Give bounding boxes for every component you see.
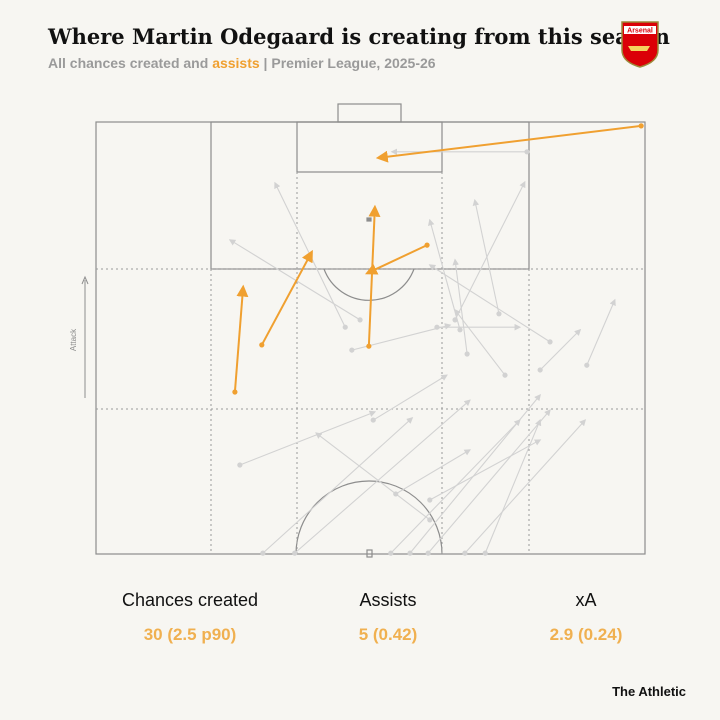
club-badge: Arsenal (621, 21, 659, 68)
stat: Chances created 30 (2.5 p90) (80, 590, 300, 645)
stat-value: 5 (0.42) (358, 625, 418, 644)
title: Where Martin Odegaard is creating from t… (48, 24, 670, 49)
assist-arrow (260, 249, 313, 346)
chance-origin (342, 324, 348, 330)
chance-origin (457, 327, 463, 333)
chance-arrow (429, 439, 542, 501)
chance-origin (357, 317, 363, 323)
stat-value: 30 (2.5 p90) (143, 625, 237, 644)
stat-value: 2.9 (0.24) (549, 625, 623, 644)
chance-arrow (427, 409, 551, 554)
chance-origin (260, 550, 266, 556)
chance-origin (452, 317, 458, 323)
chance-origin (537, 367, 543, 373)
chance-origin (584, 362, 590, 368)
stat-label: Chances created (121, 590, 259, 610)
chance-origin (547, 339, 553, 345)
chance-arrow (228, 239, 361, 321)
chance-origin (462, 550, 468, 556)
chance-origin (482, 550, 488, 556)
stat: xA 2.9 (0.24) (476, 590, 696, 645)
assist-arrow (365, 244, 428, 275)
chance-arrow (464, 419, 587, 554)
chance-arrow (372, 374, 448, 421)
chance-arrow (539, 328, 582, 371)
stat: Assists 5 (0.42) (278, 590, 498, 645)
pitch-guides (96, 172, 645, 554)
chance-origin (496, 311, 502, 317)
pitch-map: Attack (69, 103, 646, 558)
attack-label: Attack (69, 328, 78, 351)
chance-arrow (395, 449, 472, 495)
subtitle-highlight: assists (212, 55, 260, 71)
assist-origin (259, 342, 265, 348)
subtitle-text: | Premier League, 2025-26 (259, 55, 436, 71)
assist-arrow (233, 284, 249, 393)
assist-origin (424, 242, 430, 248)
chance-origin (237, 462, 243, 468)
chance-origin (427, 497, 433, 503)
subtitle-text: All chances created and (48, 55, 213, 71)
chance-arrow (428, 264, 551, 343)
chance-origin (370, 417, 376, 423)
chance-arrow (586, 298, 616, 366)
chance-arrow (484, 418, 542, 554)
stat-label: xA (575, 590, 597, 610)
chance-arrow (315, 432, 431, 521)
chance-arrow (454, 180, 526, 321)
chance-origin (502, 372, 508, 378)
chance-arrow (239, 410, 377, 466)
assist-origin (232, 389, 238, 395)
chance-arrow (409, 394, 541, 554)
assist-origin (366, 343, 372, 349)
chance-origin (427, 517, 433, 523)
passes (228, 123, 644, 556)
chance-origin (425, 550, 431, 556)
chance-origin (388, 550, 394, 556)
assist-arrow (367, 204, 381, 347)
stat-label: Assists (359, 590, 417, 610)
badge-text: Arsenal (627, 28, 653, 35)
chance-origin (407, 550, 413, 556)
assist-arrow (375, 124, 642, 163)
subtitle: All chances created and assists | Premie… (48, 55, 436, 71)
attack-direction: Attack (69, 275, 89, 398)
chance-arrow (294, 399, 471, 554)
chance-origin (524, 149, 530, 155)
chance-arrow (262, 417, 414, 554)
credit: The Athletic (612, 684, 686, 699)
assist-origin (638, 123, 644, 129)
chance-origin (292, 550, 298, 556)
chance-origin (434, 324, 440, 330)
chance-origin (349, 347, 355, 353)
chance-origin (464, 351, 470, 357)
